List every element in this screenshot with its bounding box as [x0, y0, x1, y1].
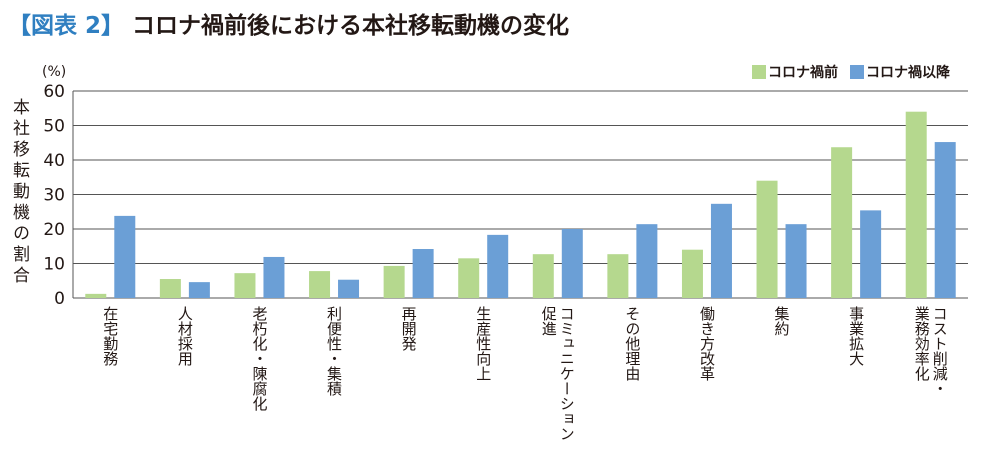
bar-before [458, 258, 480, 298]
bar-after [636, 224, 658, 298]
y-tick-label: 10 [43, 255, 65, 275]
category-label: 業務効率化 [913, 306, 931, 381]
bar-before [309, 271, 331, 298]
bar-after [338, 279, 360, 298]
category-label: 利便性・集積 [325, 306, 343, 396]
category-label: 人材採用 [176, 306, 194, 367]
bar-before [905, 111, 927, 298]
bar-before [607, 254, 629, 298]
y-tick-label: 40 [43, 151, 65, 171]
legend-item-before: コロナ禍前 [752, 62, 838, 82]
category-label: 促進 [540, 306, 558, 336]
bar-after [263, 256, 285, 298]
chart-title: 【図表 2】 コロナ禍前後における本社移転動機の変化 [8, 6, 569, 40]
bar-after [561, 229, 583, 298]
category-label: 集約 [773, 306, 791, 337]
chart-title-text: コロナ禍前後における本社移転動機の変化 [132, 13, 570, 39]
bar-after [487, 234, 509, 298]
y-tick-label: 20 [43, 220, 65, 240]
y-tick-label: 0 [54, 289, 65, 309]
bar-after [114, 215, 136, 298]
bar-before [383, 265, 405, 298]
category-label: 生産性向上 [474, 306, 492, 381]
y-axis-label: 本社移転動機の割合 [9, 98, 29, 287]
legend: コロナ禍前 コロナ禍以降 [752, 62, 950, 82]
category-label: 在宅勤務 [101, 306, 119, 367]
bar-after [785, 224, 807, 298]
bar-before [85, 293, 107, 298]
legend-swatch-after [850, 65, 864, 79]
category-label: 再開発 [400, 306, 418, 352]
category-label: 老朽化・陳腐化 [250, 306, 268, 411]
figure-number: 【図表 2】 [8, 13, 125, 39]
bar-before [756, 180, 778, 298]
bar-before [234, 273, 256, 298]
legend-label-after: コロナ禍以降 [866, 65, 950, 81]
bar-after [188, 282, 210, 298]
category-label: 働き方改革 [698, 306, 716, 381]
bar-after [934, 142, 956, 298]
category-label: コスト削減・ [931, 306, 949, 396]
legend-label-before: コロナ禍前 [768, 65, 838, 81]
bar-before [532, 254, 554, 298]
bar-after [860, 210, 882, 298]
category-label: コミュニケーション [558, 306, 576, 441]
legend-item-after: コロナ禍以降 [850, 62, 950, 82]
y-tick-label: 30 [43, 186, 65, 206]
y-tick-label: 60 [43, 82, 65, 102]
bar-before [681, 249, 703, 298]
bar-after [710, 203, 732, 298]
y-axis-unit: (%) [42, 64, 67, 80]
bar-before [159, 279, 181, 298]
bar-before [831, 147, 853, 298]
y-tick-label: 50 [43, 117, 65, 137]
category-label: その他理由 [623, 306, 641, 381]
category-label: 事業拡大 [847, 306, 865, 366]
legend-swatch-before [752, 65, 766, 79]
bar-after [412, 249, 434, 298]
